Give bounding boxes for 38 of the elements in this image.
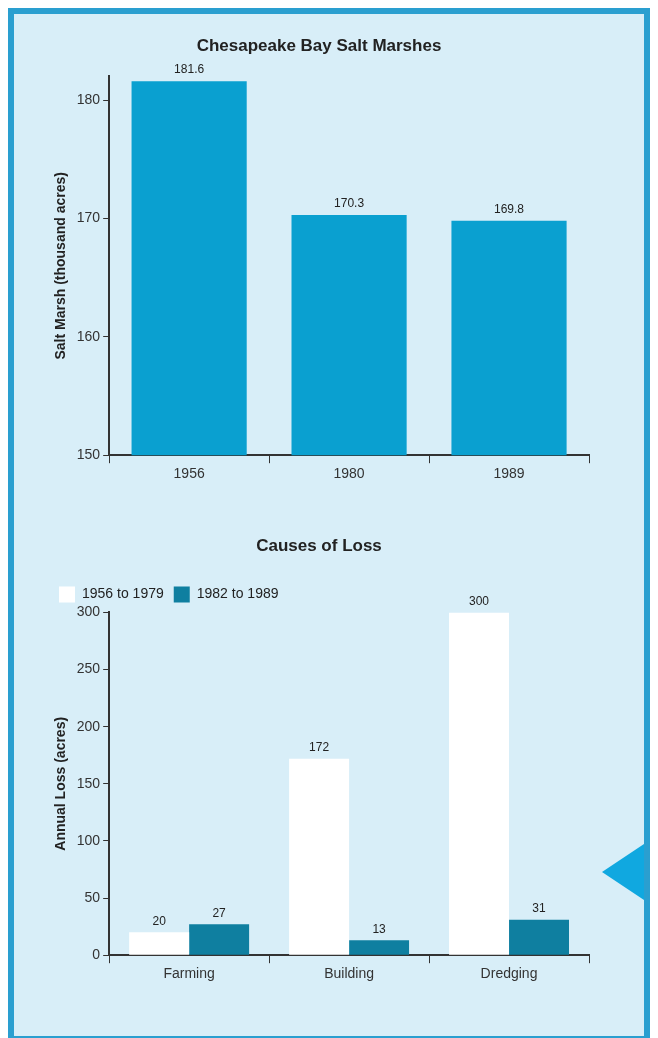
x-tick-label: Building <box>324 965 374 982</box>
data-label: 169.8 <box>494 202 525 217</box>
bar <box>449 612 510 955</box>
y-axis-title: Annual Loss (acres) <box>52 716 69 851</box>
y-tick-label: 200 <box>76 717 101 734</box>
y-tick-label: 100 <box>76 831 101 848</box>
bar <box>289 758 350 955</box>
bar <box>189 924 250 955</box>
y-tick-label: 160 <box>76 327 101 344</box>
y-tick-label: 50 <box>84 888 101 905</box>
data-label: 27 <box>212 905 227 920</box>
y-tick-label: 300 <box>76 603 101 620</box>
data-label: 170.3 <box>334 196 365 211</box>
data-label: 172 <box>309 739 330 754</box>
legend-label: 1982 to 1989 <box>196 585 279 602</box>
y-tick-label: 0 <box>92 946 101 963</box>
data-label: 300 <box>469 593 490 608</box>
x-tick-label: Dredging <box>480 965 538 982</box>
chart-title: Chesapeake Bay Salt Marshes <box>196 35 442 55</box>
legend-label: 1956 to 1979 <box>82 585 164 602</box>
x-tick-label: 1980 <box>333 465 365 482</box>
chart-title: Causes of Loss <box>256 535 382 555</box>
x-tick-label: 1956 <box>173 465 205 482</box>
data-label: 13 <box>372 921 387 936</box>
bar <box>129 932 190 955</box>
y-tick-label: 180 <box>76 90 101 107</box>
bar <box>349 940 410 955</box>
y-tick-label: 150 <box>76 446 101 463</box>
y-tick-label: 170 <box>76 209 101 226</box>
x-tick-label: Farming <box>163 965 215 982</box>
data-label: 20 <box>152 913 167 928</box>
y-tick-label: 250 <box>76 660 101 677</box>
data-label: 31 <box>532 901 547 916</box>
y-tick-label: 150 <box>76 774 101 791</box>
data-label: 181.6 <box>174 62 205 77</box>
bar <box>509 919 570 955</box>
y-axis-title: Salt Marsh (thousand acres) <box>52 172 69 360</box>
x-tick-label: 1989 <box>493 465 525 482</box>
